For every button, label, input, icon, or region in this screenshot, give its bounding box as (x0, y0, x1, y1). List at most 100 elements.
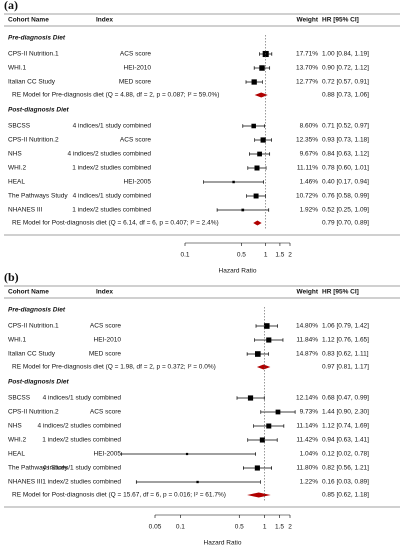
hr-label: 0.12 [0.02, 0.78] (322, 451, 369, 458)
cohort: NHANES III (8, 479, 43, 486)
hr-box (232, 180, 235, 184)
weight: 11.11% (297, 165, 318, 172)
hr-box (251, 123, 256, 129)
summary-diamond (247, 492, 271, 498)
index: HEI-2010 (94, 337, 122, 344)
hr-box (259, 65, 265, 71)
hr-box (196, 480, 199, 484)
cohort: CPS-II Nutrition.1 (8, 323, 59, 330)
header: HR [95% CI] (322, 17, 359, 24)
cohort: Italian CC Study (8, 351, 56, 358)
hr-box (260, 137, 266, 143)
weight: 17.71% (296, 51, 318, 58)
index: HEI-2010 (124, 65, 152, 72)
x-tick-label: 0.5 (235, 524, 244, 531)
header: Weight (296, 289, 318, 296)
hr-box (241, 208, 245, 212)
hr-label: 1.00 [0.84, 1.19] (322, 51, 369, 58)
index: HEI-2005 (94, 451, 122, 458)
header: Cohort Name (8, 289, 49, 296)
cohort: NHS (8, 423, 22, 430)
weight: 1.46% (300, 179, 319, 186)
x-tick-label: 2 (288, 252, 292, 259)
header: Cohort Name (8, 17, 49, 24)
index: 1 index/2 studies combined (72, 165, 151, 172)
hr-label: 0.16 [0.03, 0.89] (322, 479, 369, 486)
x-tick-label: 2 (288, 524, 292, 531)
hr-label: 0.40 [0.17, 0.94] (322, 179, 369, 186)
summary-label: RE Model for Pre-diagnosis diet (Q = 1.9… (12, 364, 216, 371)
weight: 9.73% (300, 409, 319, 416)
group-label: Post-diagnosis Diet (8, 379, 70, 386)
hr-label: 0.85 [0.62, 1.18] (322, 492, 369, 499)
x-axis-label: Hazard Ratio (204, 540, 242, 547)
summary-label: RE Model for Post-diagnosis diet (Q = 6.… (12, 220, 219, 227)
weight: 13.70% (296, 65, 318, 72)
weight: 8.60% (300, 123, 319, 130)
summary-diamond (256, 364, 271, 370)
weight: 1.04% (300, 451, 319, 458)
index: 4 indices/1 study combined (43, 465, 122, 472)
summary-label: RE Model for Post-diagnosis diet (Q = 15… (12, 492, 226, 499)
hr-box (255, 351, 261, 357)
x-tick-label: 0.05 (149, 524, 162, 531)
weight: 11.14% (296, 423, 318, 430)
x-tick-label: 1.5 (275, 524, 284, 531)
cohort: WHI.1 (8, 337, 26, 344)
hr-label: 0.72 [0.57, 0.91] (322, 79, 369, 86)
group-label: Pre-diagnosis Diet (8, 307, 66, 314)
group-label: Pre-diagnosis Diet (8, 35, 66, 42)
index: 1 index/2 studies combined (72, 207, 151, 214)
hr-label: 0.68 [0.47, 0.99] (322, 395, 369, 402)
hr-label: 0.71 [0.52, 0.97] (322, 123, 369, 130)
index: ACS score (120, 51, 151, 58)
header: Index (96, 289, 113, 296)
panel-label: (b) (4, 270, 19, 284)
cohort: WHI.2 (8, 165, 26, 172)
hr-label: 0.82 [0.56, 1.21] (322, 465, 369, 472)
weight: 14.87% (296, 351, 318, 358)
hr-label: 0.88 [0.73, 1.06] (322, 92, 369, 99)
weight: 12.14% (296, 395, 318, 402)
hr-label: 1.12 [0.74, 1.69] (322, 423, 369, 430)
hr-label: 0.83 [0.62, 1.11] (322, 351, 369, 358)
cohort: HEAL (8, 451, 25, 458)
group-label: Post-diagnosis Diet (8, 107, 70, 114)
panel-label: (a) (4, 0, 18, 12)
x-tick-label: 0.1 (176, 524, 185, 531)
index: MED score (119, 79, 152, 86)
index: 1 index/2 studies combined (42, 479, 121, 486)
header: Index (96, 17, 113, 24)
weight: 11.80% (296, 465, 318, 472)
index: ACS score (90, 409, 121, 416)
hr-label: 1.06 [0.79, 1.42] (322, 323, 369, 330)
cohort: The Pathways Study (8, 193, 68, 200)
x-axis-label: Hazard Ratio (219, 268, 257, 275)
hr-label: 0.90 [0.72, 1.12] (322, 65, 369, 72)
index: 4 indices/2 studies combined (68, 151, 152, 158)
summary-label: RE Model for Pre-diagnosis diet (Q = 4.8… (12, 92, 219, 99)
weight: 12.35% (296, 137, 318, 144)
hr-box (266, 423, 272, 429)
weight: 9.67% (300, 151, 319, 158)
cohort: WHI.1 (8, 65, 26, 72)
cohort: NHANES III (8, 207, 43, 214)
hr-box (263, 323, 270, 329)
hr-box (247, 395, 254, 401)
summary-diamond (254, 92, 268, 98)
x-tick-label: 1.5 (275, 252, 284, 259)
index: ACS score (90, 323, 121, 330)
hr-label: 0.93 [0.73, 1.18] (322, 137, 369, 144)
hr-label: 0.76 [0.58, 0.99] (322, 193, 369, 200)
hr-label: 0.97 [0.81, 1.17] (322, 364, 369, 371)
weight: 14.80% (296, 323, 318, 330)
cohort: CPS-II Nutrition.2 (8, 137, 59, 144)
hr-box (185, 452, 189, 456)
cohort: SBCSS (8, 395, 31, 402)
x-tick-label: 1 (264, 252, 268, 259)
weight: 1.92% (300, 207, 319, 214)
hr-box (275, 409, 281, 415)
cohort: SBCSS (8, 123, 31, 130)
index: 1 index/2 studies combined (42, 437, 121, 444)
cohort: WHI.2 (8, 437, 26, 444)
